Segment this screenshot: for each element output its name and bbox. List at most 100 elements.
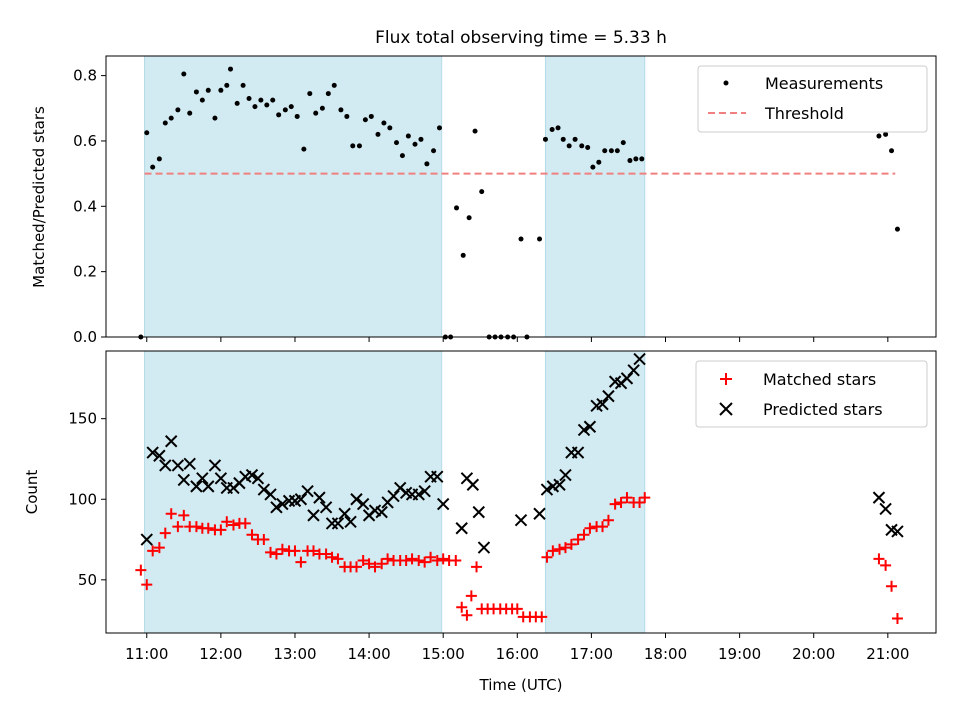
matched-star-point [565, 538, 577, 550]
matched-star-point [246, 529, 258, 541]
measurement-point [633, 156, 639, 162]
matched-star-point [456, 601, 468, 613]
x-tick-label: 13:00 [273, 645, 316, 663]
predicted-star-point [344, 515, 357, 529]
measurement-point [405, 133, 411, 139]
bottom-y-axis-label: Count [23, 470, 41, 515]
measurement-point [181, 71, 187, 77]
predicted-star-point [196, 472, 209, 485]
bottom-legend: Matched stars Predicted stars [695, 360, 928, 428]
predicted-star-point [583, 420, 597, 433]
measurement-point [418, 136, 424, 142]
measurement-point [362, 117, 368, 123]
predicted-star-point [165, 435, 178, 448]
top-panel: 0.00.20.40.60.8 Matched/Predicted stars … [30, 55, 937, 346]
matched-star-point [190, 521, 202, 533]
measurement-point [883, 131, 889, 137]
matched-star-point [153, 542, 165, 554]
matched-star-point [332, 553, 344, 565]
matched-star-point [425, 551, 437, 563]
top-y-axis-label: Matched/Predicted stars [30, 106, 48, 288]
matched-star-point [215, 524, 227, 536]
predicted-star-point [264, 488, 277, 501]
predicted-star-point [214, 472, 228, 485]
bottom-shaded-intervals [144, 350, 646, 634]
predicted-star-point [202, 480, 215, 493]
shaded-interval [544, 350, 646, 634]
matched-star-point [609, 498, 621, 510]
matched-star-point [239, 517, 251, 529]
matched-star-point [400, 554, 412, 566]
measurement-point [876, 133, 882, 139]
matched-star-point [376, 558, 388, 570]
measurement-point [162, 120, 168, 126]
measurement-point [627, 158, 633, 164]
matched-star-point [431, 554, 443, 566]
measurement-point [350, 143, 356, 149]
measurement-point [572, 136, 578, 142]
measurement-point [639, 156, 645, 162]
matched-star-point [265, 546, 277, 558]
predicted-star-point [257, 483, 271, 496]
predicted-star-point [338, 507, 351, 520]
x-tick-label: 17:00 [570, 645, 613, 663]
matched-star-point [382, 553, 394, 565]
measurement-point [894, 226, 900, 232]
matched-star-point [369, 561, 381, 573]
measurement-point [294, 113, 300, 119]
matched-star-point [465, 590, 477, 602]
measurement-point [590, 164, 596, 170]
x-axis-label: Time (UTC) [479, 676, 563, 694]
measurement-point [889, 148, 895, 154]
measurement-point [585, 144, 591, 150]
x-tick-label: 15:00 [422, 645, 465, 663]
y-tick-label: 0.6 [73, 132, 97, 150]
predicted-star-point [307, 509, 320, 522]
predicted-star-point [891, 525, 904, 538]
x-tick-label: 12:00 [199, 645, 242, 663]
matched-star-point [270, 548, 282, 560]
x-tick-label: 19:00 [718, 645, 761, 663]
legend-threshold-label: Threshold [764, 104, 844, 123]
top-y-ticks: 0.0 0.2 0.4 0.6 0.8 [73, 67, 106, 346]
measurement-point [338, 107, 344, 113]
measurement-point [412, 141, 418, 147]
predicted-star-point [472, 505, 485, 519]
bottom-legend-box [695, 360, 928, 428]
shaded-interval [144, 350, 443, 634]
predicted-star-point [331, 517, 345, 530]
measurement-point [614, 148, 620, 154]
bottom-x-ticks: 11:00 12:00 13:00 14:00 15:00 16:00 17:00 18:00… [125, 633, 909, 663]
matched-star-point [413, 554, 425, 566]
measurement-point [356, 143, 362, 149]
predicted-star-point [153, 449, 166, 462]
predicted-star-point [183, 457, 196, 471]
predicted-star-point [251, 472, 265, 485]
y-tick-label: 0.0 [73, 328, 97, 346]
measurement-point [542, 136, 548, 142]
y-tick-label: 0.4 [73, 197, 97, 215]
predicted-star-point [553, 478, 566, 491]
matched-star-point [547, 545, 559, 557]
measurement-point [193, 89, 199, 95]
measurement-point [608, 148, 614, 154]
top-axes-frame [105, 55, 937, 338]
measurement-point [282, 107, 288, 113]
measurement-point [150, 164, 156, 170]
measurement-point [596, 159, 602, 165]
measurement-point [319, 105, 325, 111]
measurement-point [436, 125, 442, 131]
y-tick-label: 0.8 [73, 67, 97, 85]
measurement-point [602, 148, 608, 154]
legend-predicted-label: Predicted stars [763, 400, 883, 419]
measurement-point [431, 148, 437, 154]
measurement-point [224, 82, 230, 88]
matched-star-point [886, 580, 898, 592]
matched-star-point [308, 545, 319, 557]
predicted-star-point [140, 533, 153, 546]
matched-star-point [289, 545, 301, 557]
matched-star-point [572, 534, 584, 546]
measurement-point [218, 87, 224, 93]
